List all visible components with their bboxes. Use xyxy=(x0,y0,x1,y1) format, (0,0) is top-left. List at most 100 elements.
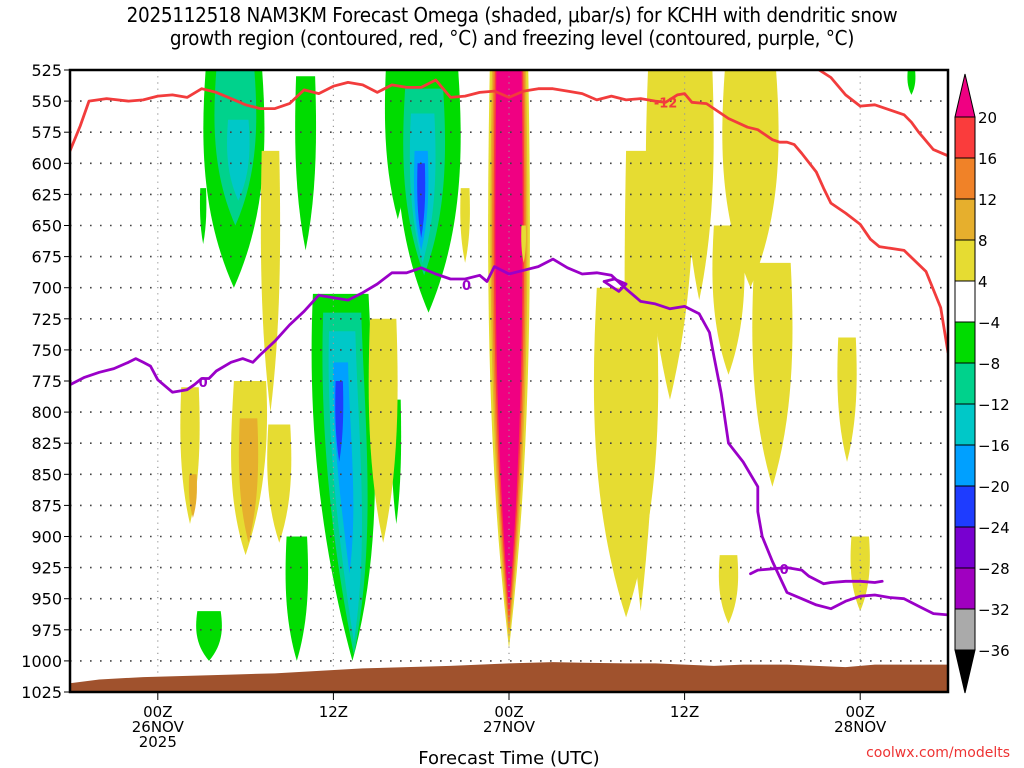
omega-neg-20 xyxy=(417,163,426,238)
y-tick-label: 750 xyxy=(31,341,62,360)
contour-line xyxy=(70,78,948,354)
y-tick-label: 775 xyxy=(31,372,62,391)
colorbar: 20 16 12 8 4 −4 −8 −12 −16 −20 −24 −28 −32 −36 xyxy=(954,73,1010,694)
contour-line xyxy=(749,566,884,586)
x-tick-label: 26NOV xyxy=(132,718,185,736)
terrain-fill xyxy=(70,662,948,692)
y-tick-label: 625 xyxy=(31,185,62,204)
y-tick-label: 725 xyxy=(31,310,62,329)
colorbar-box xyxy=(954,403,976,446)
contour-label: -12 xyxy=(654,96,678,111)
contour-label: 0 xyxy=(780,563,789,578)
y-tick-label: 800 xyxy=(31,403,62,422)
y-tick-label: 925 xyxy=(31,559,62,578)
credit-text: coolwx.com/modelts xyxy=(866,745,1010,761)
colorbar-arrow-bottom xyxy=(954,649,976,694)
omega-pos-20 xyxy=(495,70,523,609)
colorbar-tick-label: −36 xyxy=(978,642,1010,660)
x-tick-label: 27NOV xyxy=(483,718,536,736)
y-tick-label: 1000 xyxy=(21,652,62,671)
x-tick-label: 00Z xyxy=(846,703,875,721)
omega-neg-4 xyxy=(199,188,207,245)
colorbar-tick-label: 12 xyxy=(978,191,997,209)
omega-pos-4 xyxy=(645,70,695,400)
x-axis-label: Forecast Time (UTC) xyxy=(418,748,599,768)
y-tick-label: 700 xyxy=(31,279,62,298)
colorbar-tick-label: −28 xyxy=(978,560,1010,578)
colorbar-tick-label: −16 xyxy=(978,437,1010,455)
colorbar-box xyxy=(954,280,976,323)
colorbar-box xyxy=(954,116,976,159)
colorbar-box xyxy=(954,526,976,569)
omega-pos-8 xyxy=(188,474,197,518)
colorbar-box xyxy=(954,362,976,405)
omega-pos-4 xyxy=(850,536,870,612)
x-tick-label: 28NOV xyxy=(834,718,887,736)
colorbar-tick-label: −32 xyxy=(978,601,1010,619)
colorbar-tick-label: −4 xyxy=(978,314,1000,332)
terrain-area xyxy=(70,662,948,692)
omega-neg-12 xyxy=(227,119,250,201)
colorbar-box xyxy=(954,444,976,487)
colorbar-tick-label: 16 xyxy=(978,150,997,168)
colorbar-box xyxy=(954,608,976,651)
colorbar-box xyxy=(954,321,976,364)
omega-neg-4 xyxy=(295,76,317,251)
y-tick-label: 975 xyxy=(31,621,62,640)
colorbar-tick-label: −8 xyxy=(978,355,1000,373)
y-tick-label: 600 xyxy=(31,154,62,173)
x-tick-label: 2025 xyxy=(139,733,177,751)
y-tick-label: 575 xyxy=(31,123,62,142)
omega-pos-4 xyxy=(712,225,745,375)
colorbar-box xyxy=(954,567,976,610)
omega-pos-4 xyxy=(521,225,527,263)
omega-pos-4 xyxy=(718,555,739,624)
x-tick-label: 00Z xyxy=(143,703,172,721)
title-line-1: 2025112518 NAM3KM Forecast Omega (shaded… xyxy=(126,3,898,27)
y-tick-label: 525 xyxy=(31,61,62,80)
colorbar-box xyxy=(954,198,976,241)
y-tick-label: 825 xyxy=(31,434,62,453)
colorbar-box xyxy=(954,485,976,528)
y-tick-label: 675 xyxy=(31,248,62,267)
y-tick-label: 900 xyxy=(31,528,62,547)
omega-neg-4 xyxy=(196,611,222,661)
omega-pos-4 xyxy=(368,318,398,543)
colorbar-tick-label: −12 xyxy=(978,396,1010,414)
contour-label: 0 xyxy=(199,376,208,391)
omega-neg-4 xyxy=(285,536,309,661)
y-axis: 525 550 575 600 625 650 675 700 725 750 775 800 825 8… xyxy=(21,61,70,702)
omega-pos-4 xyxy=(260,150,281,413)
x-tick-label: 12Z xyxy=(670,703,699,721)
title-line-2: growth region (contoured, red, °C) and f… xyxy=(169,26,855,50)
y-tick-label: 875 xyxy=(31,496,62,515)
y-tick-label: 550 xyxy=(31,92,62,111)
contour-label: 0 xyxy=(462,279,471,294)
chart-title: 2025112518 NAM3KM Forecast Omega (shaded… xyxy=(41,4,983,50)
contour-line xyxy=(602,277,628,293)
colorbar-box xyxy=(954,157,976,200)
colorbar-arrow-top xyxy=(954,73,976,118)
omega-pos-4 xyxy=(684,70,714,301)
omega-pos-4 xyxy=(837,337,857,462)
colorbar-tick-label: −24 xyxy=(978,519,1010,537)
contour-line xyxy=(817,70,948,158)
omega-neg-4 xyxy=(907,70,916,95)
omega-shading xyxy=(180,70,916,661)
y-tick-label: 1025 xyxy=(21,683,62,702)
x-tick-label: 12Z xyxy=(319,703,348,721)
x-tick-label: 00Z xyxy=(494,703,523,721)
omega-pos-4 xyxy=(460,188,470,263)
colorbar-box xyxy=(954,239,976,282)
colorbar-tick-label: 4 xyxy=(978,273,988,291)
omega-pos-4 xyxy=(267,424,292,543)
omega-pos-8 xyxy=(238,418,259,543)
contour-line xyxy=(70,257,948,617)
colorbar-tick-label: −20 xyxy=(978,478,1010,496)
contours: -12 0 0 0 xyxy=(70,70,948,617)
y-tick-label: 650 xyxy=(31,217,62,236)
colorbar-tick-label: 8 xyxy=(978,232,988,250)
colorbar-tick-label: 20 xyxy=(978,109,997,127)
